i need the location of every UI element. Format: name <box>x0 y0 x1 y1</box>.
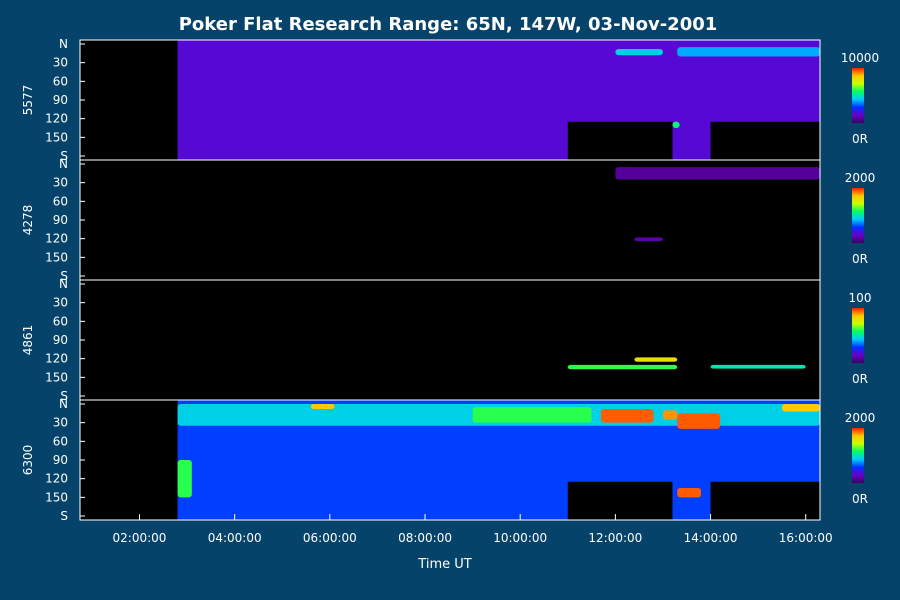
y-tick-label: 30 <box>53 176 68 190</box>
emission-feature <box>177 460 192 498</box>
y-tick-label: 90 <box>53 453 68 467</box>
emission-feature <box>677 47 820 57</box>
emission-feature <box>615 48 663 56</box>
emission-feature <box>567 364 678 370</box>
panel-wavelength-label: 6300 <box>21 445 35 476</box>
x-tick-label: 16:00:00 <box>779 531 833 545</box>
y-tick-label: 60 <box>53 314 68 328</box>
panel-wavelength-label: 4278 <box>21 205 35 236</box>
y-tick-label: S <box>60 269 68 283</box>
y-tick-label: N <box>59 157 68 171</box>
colorbar <box>852 68 864 123</box>
emission-feature <box>672 121 680 128</box>
y-tick-label: 90 <box>53 213 68 227</box>
panels-group: N 30 60 90 120 150 S 5577 10000 0R N 30 60 90 120 150 S 4… <box>21 37 879 523</box>
emission-feature <box>781 404 820 412</box>
y-tick-label: 90 <box>53 333 68 347</box>
emission-feature <box>310 404 335 409</box>
y-tick-label: 30 <box>53 296 68 310</box>
panel-4278: N 30 60 90 120 150 S 4278 2000 0R <box>21 157 875 283</box>
y-tick-label: N <box>59 277 68 291</box>
colorbar-max-label: 2000 <box>845 171 876 185</box>
x-tick-label: 06:00:00 <box>303 531 357 545</box>
colorbar <box>852 188 864 243</box>
colorbar-max-label: 2000 <box>845 411 876 425</box>
emission-feature <box>601 408 654 423</box>
y-tick-label: S <box>60 149 68 163</box>
y-tick-label: 30 <box>53 56 68 70</box>
x-tick-label: 02:00:00 <box>113 531 167 545</box>
x-tick-label: 12:00:00 <box>588 531 642 545</box>
colorbar-min-label: 0R <box>852 492 868 506</box>
x-axis-label: Time UT <box>417 557 471 572</box>
emission-feature <box>634 357 678 362</box>
no-data-region <box>710 481 820 520</box>
y-tick-label: 150 <box>45 370 68 384</box>
y-tick-label: 120 <box>45 472 68 486</box>
y-tick-label: 60 <box>53 194 68 208</box>
colorbar-max-label: 100 <box>849 291 872 305</box>
y-tick-label: N <box>59 397 68 411</box>
emission-feature <box>615 167 820 180</box>
panel-background <box>80 280 820 400</box>
colorbar <box>852 308 864 363</box>
y-tick-label: 120 <box>45 232 68 246</box>
panel-6300: N 30 60 90 120 150 S 6300 2000 0R <box>21 397 875 523</box>
colorbar-min-label: 0R <box>852 372 868 386</box>
x-tick-label: 14:00:00 <box>684 531 738 545</box>
x-tick-label: 10:00:00 <box>493 531 547 545</box>
panel-5577: N 30 60 90 120 150 S 5577 10000 0R <box>21 37 879 163</box>
y-tick-label: 120 <box>45 112 68 126</box>
y-tick-label: S <box>60 509 68 523</box>
x-axis: 02:00:00 04:00:00 06:00:00 08:00:00 10:00:00… <box>113 514 833 545</box>
y-tick-label: 30 <box>53 416 68 430</box>
y-tick-label: 150 <box>45 130 68 144</box>
y-tick-label: N <box>59 37 68 51</box>
emission-feature <box>677 413 721 429</box>
no-data-region <box>567 121 673 160</box>
colorbar-max-label: 10000 <box>841 51 879 65</box>
panel-wavelength-label: 4861 <box>21 325 35 356</box>
y-tick-label: 150 <box>45 250 68 264</box>
emission-feature <box>662 410 678 420</box>
y-tick-label: 150 <box>45 490 68 504</box>
y-tick-label: 60 <box>53 74 68 88</box>
emission-feature <box>710 364 806 369</box>
y-tick-label: 120 <box>45 352 68 366</box>
y-tick-label: 90 <box>53 93 68 107</box>
emission-feature <box>472 407 592 423</box>
colorbar <box>852 428 864 483</box>
x-tick-label: 08:00:00 <box>398 531 452 545</box>
chart-title: Poker Flat Research Range: 65N, 147W, 03… <box>179 14 718 35</box>
no-data-region <box>710 121 820 160</box>
panel-4861: N 30 60 90 120 150 S 4861 100 0R <box>21 277 871 403</box>
y-tick-label: 60 <box>53 434 68 448</box>
emission-feature <box>677 488 702 498</box>
colorbar-min-label: 0R <box>852 132 868 146</box>
no-data-region <box>567 481 673 520</box>
panel-background <box>80 160 820 280</box>
x-tick-label: 04:00:00 <box>208 531 262 545</box>
y-tick-label: S <box>60 389 68 403</box>
emission-feature <box>634 237 663 242</box>
panel-wavelength-label: 5577 <box>21 85 35 116</box>
colorbar-min-label: 0R <box>852 252 868 266</box>
